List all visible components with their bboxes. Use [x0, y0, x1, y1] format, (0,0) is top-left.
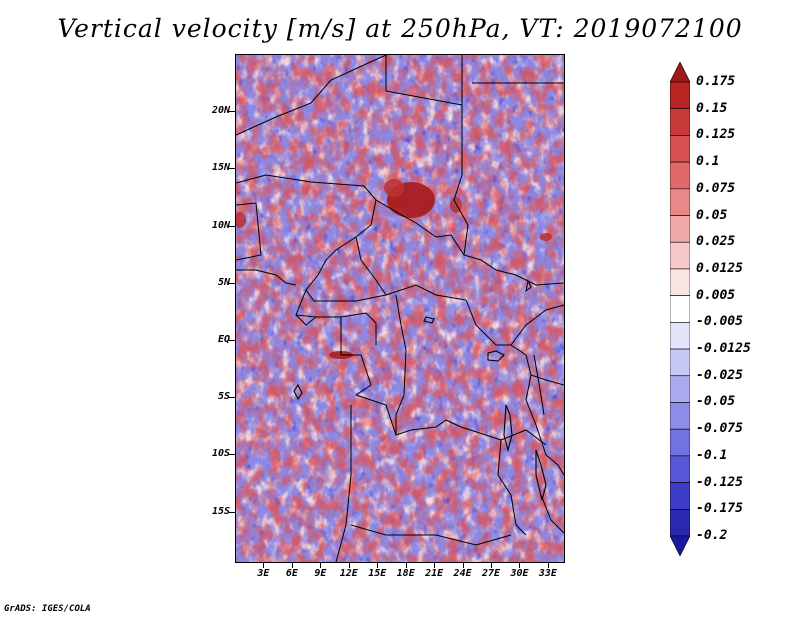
- lon-label: 30E: [510, 568, 529, 579]
- colorbar-segment: [670, 81, 690, 110]
- colorbar-label: -0.005: [696, 314, 743, 330]
- map-title: Vertical velocity [m/s] at 250hPa, VT: 2…: [57, 14, 743, 43]
- lon-tick: [519, 563, 521, 568]
- colorbar-max-triangle: [670, 62, 690, 83]
- colorbar-label: -0.125: [696, 474, 743, 490]
- lon-tick: [434, 563, 436, 568]
- lon-label: 21E: [425, 568, 444, 579]
- field-updraft-layer: [236, 55, 564, 562]
- lat-label: 10S: [211, 448, 230, 460]
- lon-tick: [348, 563, 350, 568]
- lat-label: 5N: [217, 276, 230, 288]
- lon-label: 3E: [257, 568, 270, 579]
- lon-label: 33E: [538, 568, 557, 579]
- colorbar-min-triangle: [670, 535, 690, 556]
- colorbar-label: 0.175: [696, 74, 736, 89]
- colorbar-segment: [670, 241, 690, 270]
- lon-tick: [377, 563, 379, 568]
- colorbar-segment: [670, 402, 690, 430]
- lat-label: 5S: [217, 391, 230, 403]
- lon-label: 18E: [396, 568, 415, 579]
- grads-credit: GrADS: IGES/COLA: [4, 604, 91, 614]
- lon-tick: [405, 563, 407, 568]
- colorbar-segment: [670, 482, 690, 510]
- colorbar-segment: [670, 215, 690, 243]
- map-panel: [235, 54, 565, 563]
- lat-tick: [229, 397, 235, 399]
- lon-label: 9E: [314, 568, 327, 579]
- colorbar-segment: [670, 322, 690, 350]
- lon-label: 12E: [339, 568, 358, 579]
- colorbar-label: -0.075: [696, 421, 743, 437]
- lat-label: 15N: [211, 162, 230, 174]
- colorbar-label: -0.025: [696, 367, 743, 383]
- lat-label: EQ: [217, 333, 230, 345]
- updraft-core-ethiopia: [540, 233, 552, 241]
- colorbar-label: -0.05: [696, 394, 736, 410]
- colorbar: [670, 62, 690, 556]
- colorbar-segment: [670, 508, 690, 537]
- colorbar-segment: [670, 108, 690, 136]
- colorbar-label: 0.15: [696, 100, 728, 116]
- lon-tick: [320, 563, 322, 568]
- colorbar-label: -0.175: [696, 501, 743, 517]
- lon-tick: [491, 563, 493, 568]
- lon-tick: [547, 563, 549, 568]
- lat-tick: [229, 339, 235, 341]
- lon-tick: [263, 563, 265, 568]
- colorbar-label: -0.2: [696, 528, 728, 543]
- colorbar-segment: [670, 188, 690, 216]
- colorbar-segment: [670, 268, 690, 296]
- colorbar-segment: [670, 455, 690, 483]
- lat-label: 20N: [211, 105, 230, 117]
- colorbar-label: 0.005: [696, 287, 736, 303]
- lat-tick: [229, 111, 235, 113]
- vertical-velocity-field: [236, 55, 564, 562]
- lat-label: 15S: [211, 505, 230, 517]
- lon-label: 6E: [285, 568, 298, 579]
- lon-label: 24E: [453, 568, 472, 579]
- lat-tick: [229, 168, 235, 170]
- colorbar-label: 0.125: [696, 127, 736, 143]
- colorbar-label: 0.1: [696, 154, 720, 170]
- updraft-core-chad: [384, 179, 404, 197]
- colorbar-segment: [670, 428, 690, 457]
- lon-tick: [462, 563, 464, 568]
- lat-tick: [229, 225, 235, 227]
- country-boundaries: [236, 55, 564, 562]
- colorbar-segment: [670, 348, 690, 377]
- lat-label: 10N: [211, 219, 230, 231]
- colorbar-label: -0.1: [696, 447, 728, 463]
- colorbar-segment: [670, 161, 690, 190]
- colorbar-label: 0.075: [696, 180, 736, 196]
- colorbar-label: 0.05: [696, 207, 728, 223]
- lon-tick: [291, 563, 293, 568]
- lat-tick: [229, 511, 235, 513]
- lake-outlines: [293, 279, 547, 501]
- lon-label: 27E: [482, 568, 501, 579]
- colorbar-label: 0.0125: [696, 260, 743, 276]
- lat-tick: [229, 454, 235, 456]
- colorbar-label: -0.0125: [696, 341, 751, 357]
- lon-label: 15E: [368, 568, 387, 579]
- colorbar-segment: [670, 295, 690, 323]
- colorbar-segment: [670, 135, 690, 163]
- colorbar-label: 0.025: [696, 234, 736, 250]
- lat-tick: [229, 282, 235, 284]
- colorbar-segment: [670, 375, 690, 403]
- updraft-core-west: [236, 212, 246, 228]
